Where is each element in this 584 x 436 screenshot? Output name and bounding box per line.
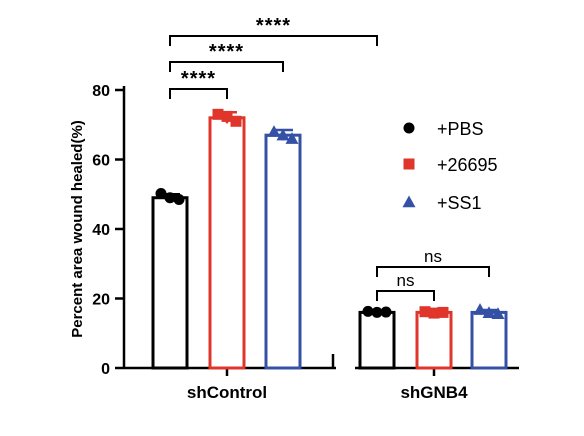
significance-label-5: ns [424, 247, 442, 266]
significance-bracket-3 [169, 35, 378, 46]
legend-marker-+26695 [403, 158, 415, 170]
data-point-shControl-+26695-2 [221, 110, 233, 122]
y-tick-label-40: 40 [92, 222, 110, 239]
data-point-shGNB4-+PBS-2 [371, 306, 383, 318]
legend-label-+PBS: +PBS [437, 119, 484, 139]
y-tick-label-0: 0 [101, 361, 110, 378]
data-point-shControl-+SS1-1 [267, 125, 281, 137]
significance-label-1: **** [181, 68, 216, 90]
bar-shControl-+26695 [208, 116, 246, 370]
data-point-shGNB4-+PBS-1 [362, 305, 374, 317]
significance-label-4: ns [397, 271, 415, 290]
y-tick-label-80: 80 [92, 83, 110, 100]
y-axis-label: Percent area wound healed(%) [69, 120, 86, 338]
data-point-shControl-+PBS-2 [164, 192, 176, 204]
significance-bracket-5 [376, 266, 490, 277]
group-label-shControl: shControl [187, 383, 267, 402]
legend-marker-+PBS [403, 122, 415, 134]
bar-shGNB4-+PBS [358, 310, 396, 370]
data-point-shControl-+PBS-3 [173, 193, 185, 205]
data-point-shGNB4-+26695-2 [428, 307, 440, 319]
data-point-shGNB4-+SS1-2 [482, 306, 496, 318]
data-point-shGNB4-+SS1-1 [473, 303, 487, 315]
data-point-shControl-+SS1-3 [285, 132, 299, 144]
significance-label-2: **** [209, 41, 244, 63]
y-tick-label-20: 20 [92, 292, 110, 309]
legend-marker-+SS1 [402, 195, 416, 208]
significance-bracket-2 [169, 61, 284, 72]
legend-label-+26695: +26695 [437, 155, 498, 175]
data-point-shGNB4-+PBS-3 [380, 306, 392, 318]
data-point-shGNB4-+26695-3 [437, 306, 449, 318]
significance-label-3: **** [256, 15, 291, 37]
data-point-shControl-+PBS-1 [155, 188, 167, 200]
bar-shGNB4-+SS1 [470, 310, 508, 370]
data-point-shGNB4-+26695-1 [419, 306, 431, 318]
data-point-shControl-+26695-3 [230, 115, 242, 127]
data-point-shControl-+SS1-2 [276, 128, 290, 141]
significance-bracket-1 [169, 88, 228, 99]
data-point-shControl-+26695-1 [212, 108, 224, 120]
bar-shGNB4-+26695 [415, 310, 453, 370]
legend-label-+SS1: +SS1 [437, 193, 482, 213]
y-tick-label-60: 60 [92, 153, 110, 170]
bar-shControl-+PBS [151, 196, 189, 370]
data-point-shGNB4-+SS1-3 [491, 307, 505, 319]
bar-shControl-+SS1 [264, 133, 302, 370]
significance-bracket-4 [376, 290, 435, 301]
group-label-shGNB4: shGNB4 [400, 383, 468, 402]
